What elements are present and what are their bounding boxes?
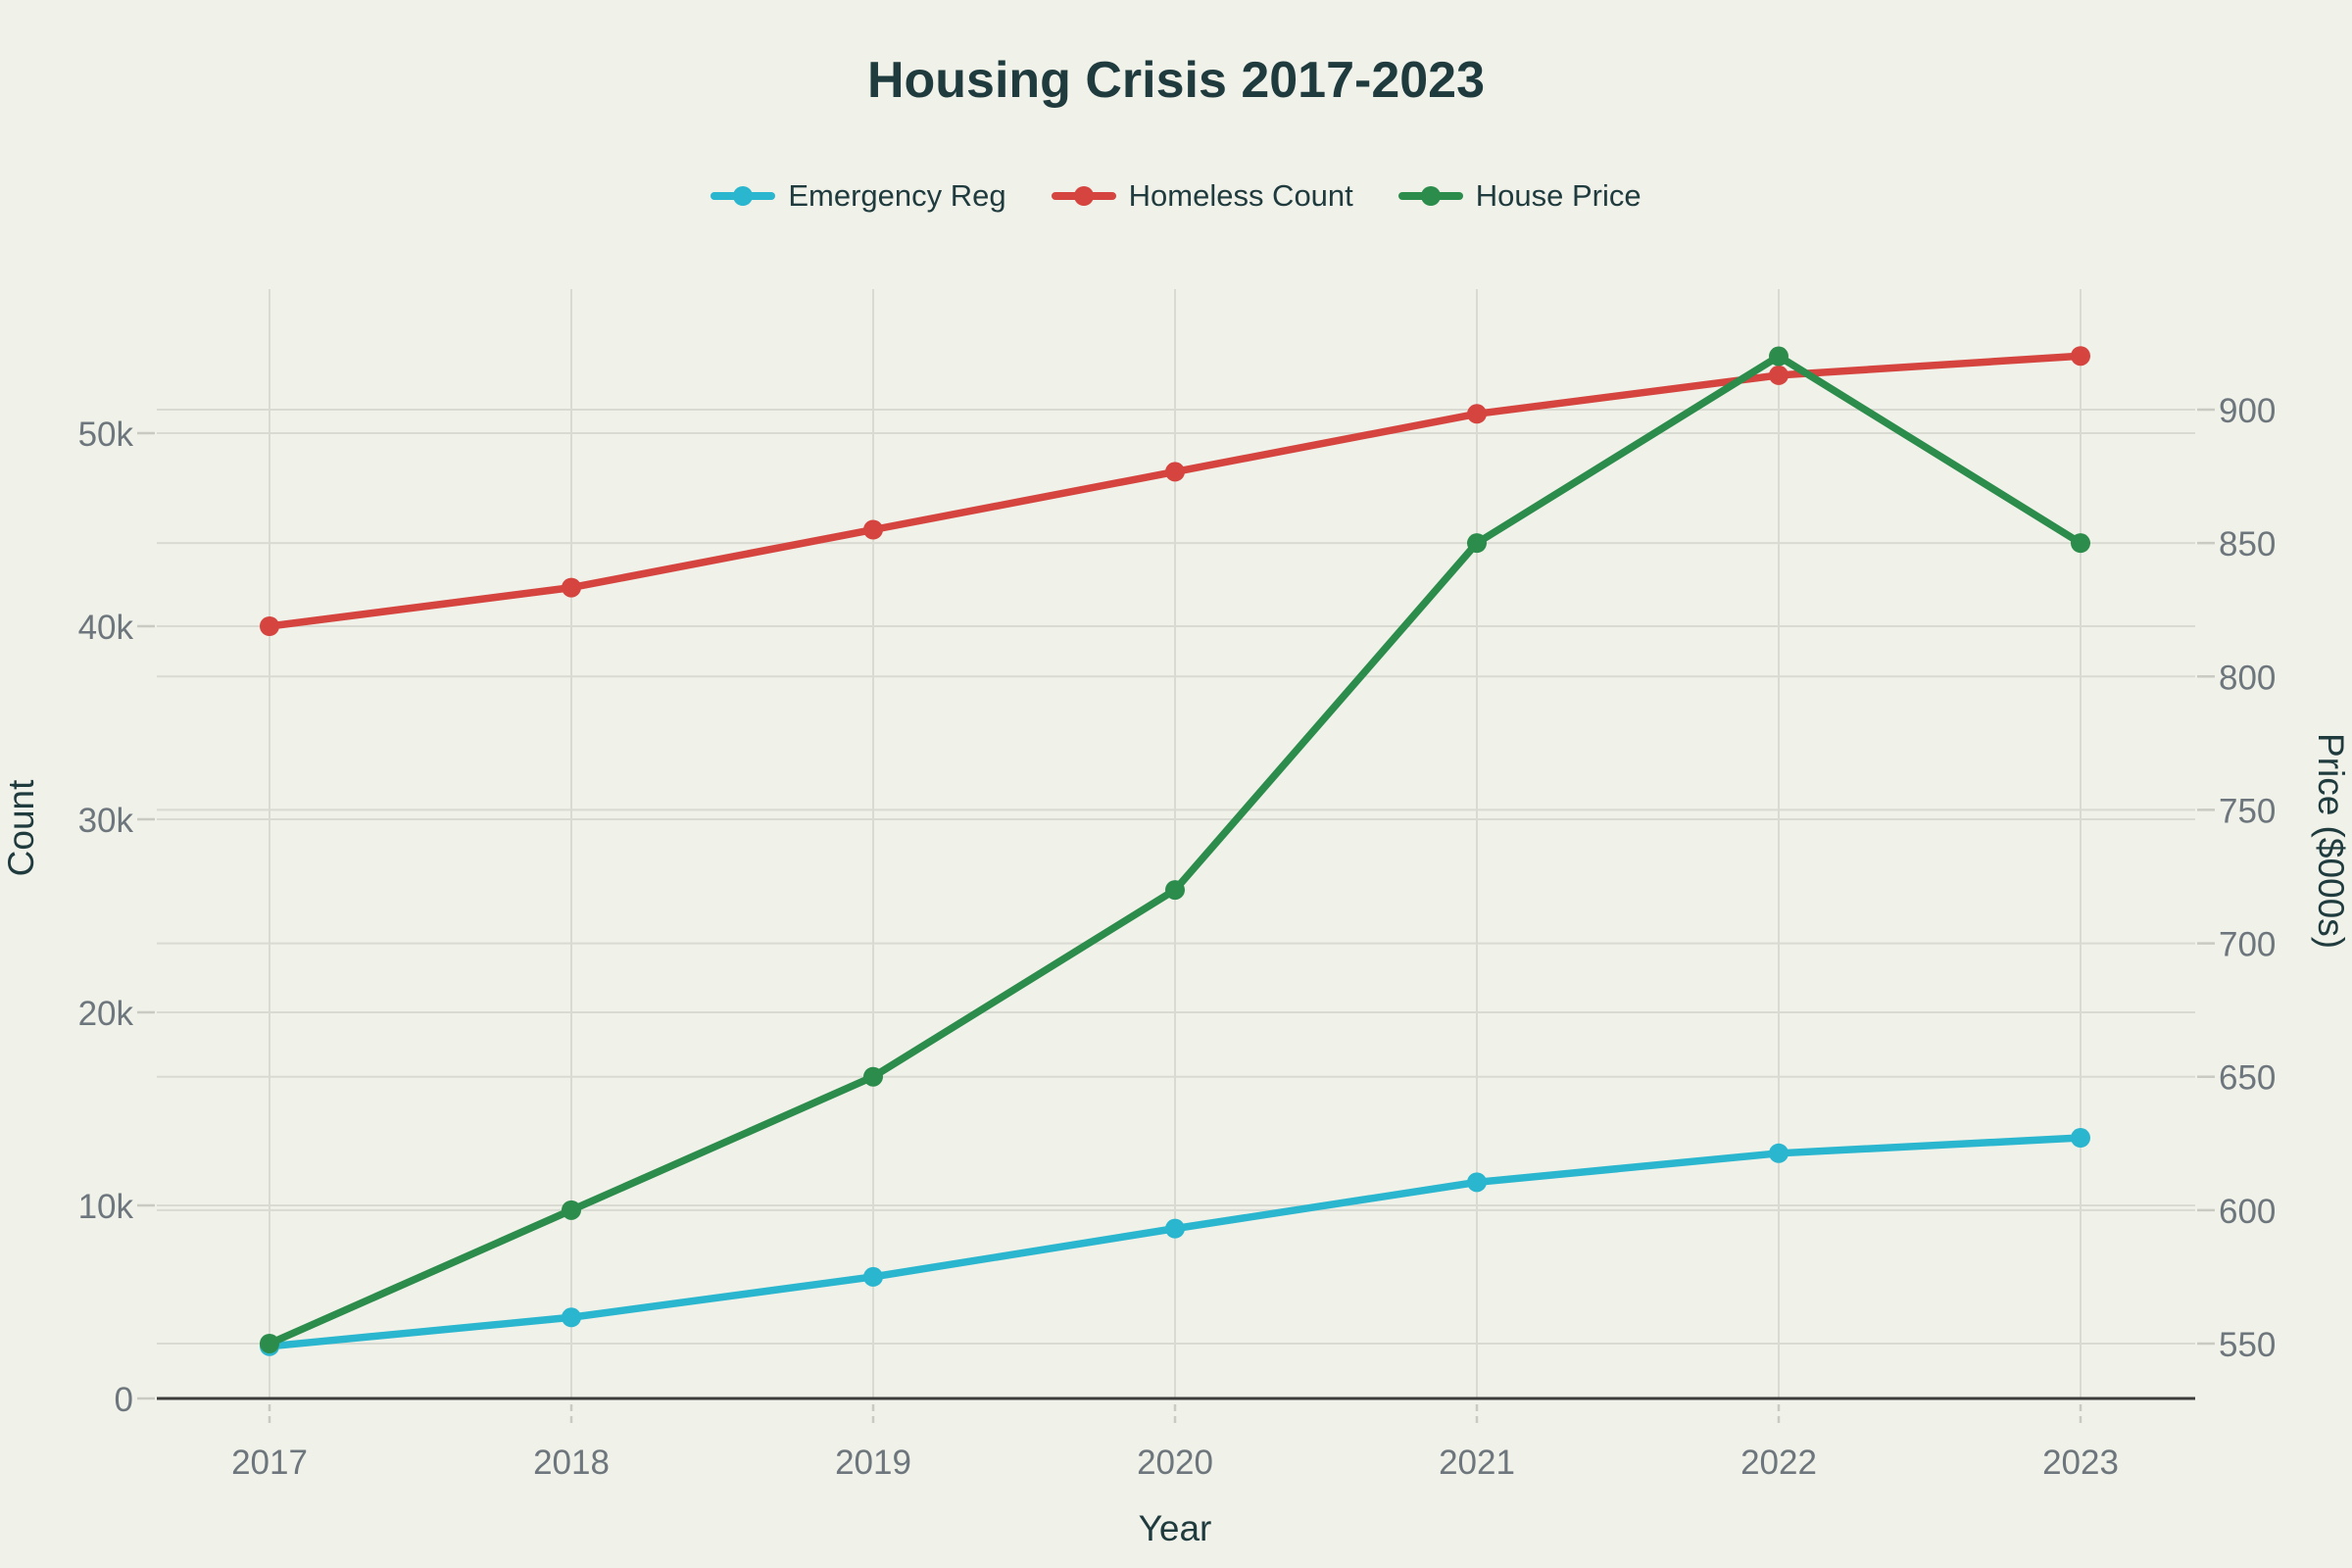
data-point-house-price	[863, 1066, 883, 1087]
chart-title: Housing Crisis 2017-2023	[866, 52, 1486, 109]
legend-line-dot-icon	[710, 185, 776, 207]
x-axis-tick-label: 2022	[1740, 1444, 1817, 1482]
tick-labels: 2017 2018 2019 2020 2021 2022 2023 0 10k 20k 30k 40…	[78, 392, 2277, 1482]
y-axis-title-left: Count	[1, 779, 41, 876]
legend-item-label: House Price	[1475, 178, 1642, 213]
legend-item-house-price[interactable]: House Price	[1397, 178, 1642, 214]
data-point-emergency-reg	[1467, 1172, 1487, 1193]
data-point-emergency-reg	[562, 1307, 581, 1328]
y-axis-tick-label-right: 700	[2219, 926, 2276, 964]
legend: Emergency Reg Homeless Count House Price	[0, 178, 2352, 214]
x-axis-tick-label: 2021	[1439, 1444, 1515, 1482]
y-axis-tick-label-left: 50k	[78, 416, 134, 454]
vertical-gridlines	[269, 289, 2082, 1398]
data-point-emergency-reg	[2071, 1128, 2090, 1149]
data-point-homeless-count	[562, 577, 581, 598]
y-axis-tick-label-right: 600	[2219, 1193, 2276, 1231]
x-axis-tick-label: 2017	[231, 1444, 308, 1482]
y-axis-tick-label-right: 800	[2219, 659, 2276, 697]
data-point-emergency-reg	[1165, 1218, 1185, 1239]
y-axis-tick-label-left: 30k	[78, 802, 134, 840]
legend-item-emergency-reg[interactable]: Emergency Reg	[710, 178, 1006, 214]
y-axis-tick-label-left: 0	[115, 1381, 133, 1419]
data-point-house-price	[260, 1334, 279, 1353]
y-axis-tick-label-right: 900	[2219, 392, 2276, 430]
x-axis-tick-label: 2020	[1137, 1444, 1213, 1482]
y-axis-tick-label-left: 40k	[78, 609, 134, 647]
x-axis-tick-label: 2023	[2042, 1444, 2119, 1482]
legend-line-dot-icon	[1051, 185, 1116, 207]
data-point-house-price	[1769, 346, 1788, 367]
legend-item-label: Homeless Count	[1128, 178, 1353, 213]
y-axis-tick-label-left: 10k	[78, 1188, 134, 1226]
data-point-homeless-count	[1467, 404, 1487, 424]
data-point-homeless-count	[1165, 462, 1185, 482]
y-axis-tick-label-right: 650	[2219, 1059, 2276, 1098]
data-point-house-price	[1165, 880, 1185, 901]
data-point-homeless-count	[863, 519, 883, 540]
horizontal-gridlines	[157, 409, 2195, 1345]
series-lines	[260, 346, 2090, 1356]
x-axis-tick-label: 2019	[835, 1444, 911, 1482]
data-point-house-price	[562, 1200, 581, 1220]
x-axis-title: Year	[1139, 1508, 1212, 1548]
data-point-emergency-reg	[1769, 1143, 1788, 1163]
data-point-emergency-reg	[863, 1266, 883, 1287]
data-point-house-price	[2071, 533, 2090, 554]
x-axis-tick-label: 2018	[533, 1444, 610, 1482]
legend-line-dot-icon	[1397, 185, 1463, 207]
legend-item-label: Emergency Reg	[788, 178, 1006, 213]
y-axis-tick-label-right: 550	[2219, 1326, 2276, 1364]
data-point-homeless-count	[1769, 365, 1788, 385]
data-point-house-price	[1467, 533, 1487, 554]
data-point-homeless-count	[260, 616, 279, 636]
data-point-homeless-count	[2071, 346, 2090, 367]
y-axis-title-right: Price ($000s)	[2311, 733, 2351, 949]
legend-item-homeless-count[interactable]: Homeless Count	[1051, 178, 1353, 214]
y-axis-tick-label-right: 750	[2219, 792, 2276, 830]
y-axis-tick-label-right: 850	[2219, 525, 2276, 564]
y-axis-tick-label-left: 20k	[78, 995, 134, 1033]
tick-marks	[137, 408, 2215, 1426]
